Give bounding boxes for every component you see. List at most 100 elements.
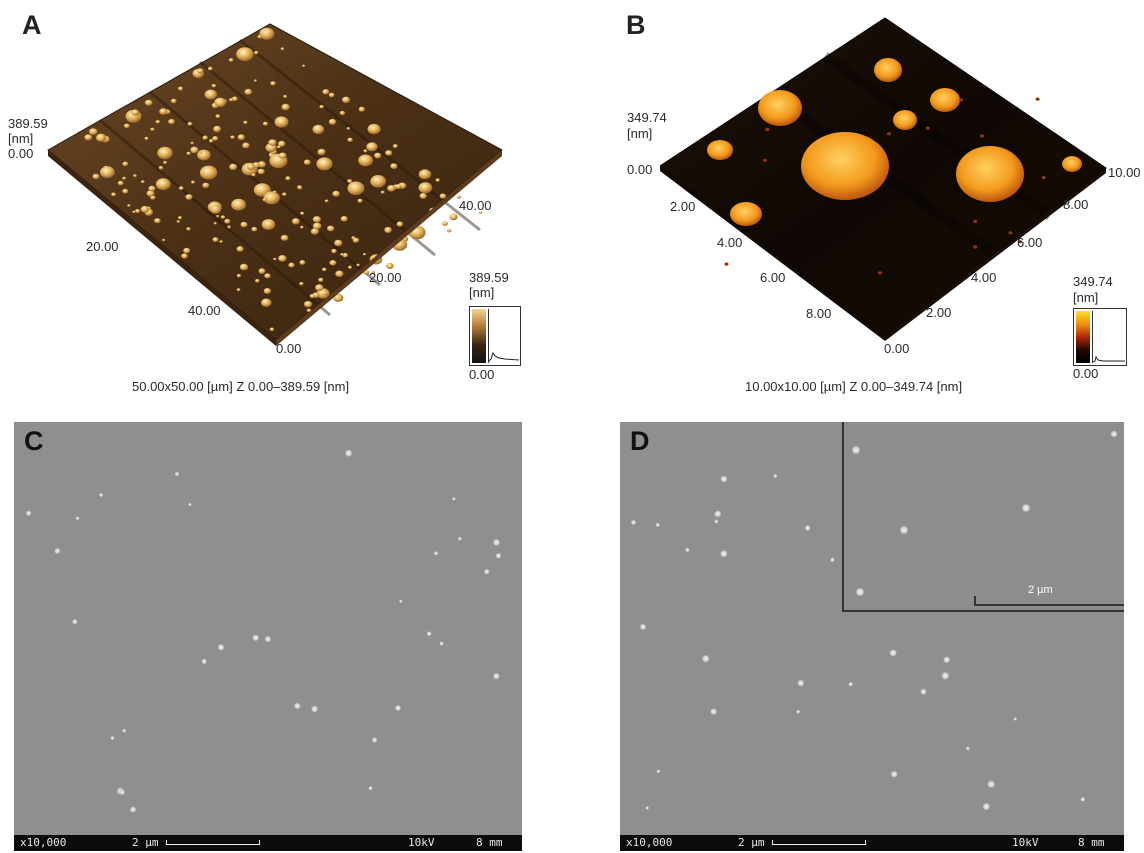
sem-d-inset-scalebar (974, 596, 1124, 606)
sem-c-particle (251, 633, 260, 642)
sem-c-particle (25, 510, 32, 517)
sem-d-particle (713, 509, 722, 518)
afm-a-particle (212, 136, 219, 141)
afm-a-particle (190, 146, 199, 154)
afm-b-particle (980, 134, 984, 138)
sem-c-particle (201, 658, 208, 665)
sem-c-particle (451, 496, 456, 501)
afm-a-y-tick: 0.00 (276, 341, 302, 356)
afm-b-colorbar-max: 349.74 (1073, 274, 1113, 289)
afm-b-y-tick: 0.00 (884, 341, 910, 356)
afm-a-particle (154, 218, 161, 224)
afm-a-particle (197, 68, 204, 74)
afm-a-particle (262, 198, 267, 202)
sem-d-particle (795, 709, 801, 714)
sem-d-inset: 2 µm (842, 422, 1124, 612)
afm-b-particle (1035, 97, 1040, 101)
afm-b-particle (877, 271, 882, 275)
afm-a-particle (197, 149, 211, 161)
afm-a-particle (390, 163, 398, 170)
afm-a-particle (155, 178, 171, 191)
sem-d-particle (709, 707, 718, 716)
afm-a-particle (315, 284, 324, 291)
afm-a-particle (317, 148, 326, 156)
sem-c-particle (110, 735, 115, 741)
sem-c-particle (495, 552, 502, 559)
afm-a-particle (155, 120, 160, 124)
afm-a-particle (100, 166, 115, 179)
afm-b-particle (801, 132, 889, 200)
afm-a-particle (342, 252, 349, 258)
afm-a-caption: 50.00x50.00 [µm] Z 0.00–389.59 [nm] (132, 379, 350, 394)
sem-d-particle (804, 524, 811, 532)
afm-a-particle (212, 237, 219, 243)
afm-a-particle (278, 140, 286, 147)
sem-c-scale-label: 2 µm (132, 836, 159, 849)
afm-a-particle (447, 228, 452, 233)
sem-d-magnification: x10,000 (626, 836, 673, 849)
afm-a-particle (215, 114, 221, 119)
afm-a-particle (242, 142, 250, 149)
sem-c-particle (53, 547, 61, 555)
afm-a-particle (418, 169, 432, 180)
afm-a-particle (261, 219, 276, 230)
afm-b-particle (956, 146, 1024, 202)
afm-b-particle (887, 132, 891, 136)
afm-a-particle (168, 119, 175, 125)
afm-a-particle (211, 84, 217, 88)
afm-a-particle (163, 161, 167, 164)
afm-a-particle (144, 136, 149, 140)
afm-a-particle (386, 262, 394, 269)
afm-a-particle (144, 99, 153, 106)
sem-d-inset-particle (851, 445, 861, 455)
afm-a-particle (435, 178, 440, 182)
afm-surface-a (47, 23, 503, 346)
sem-c-particle (121, 728, 127, 733)
afm-a-particle (224, 218, 231, 224)
afm-a-particle (273, 257, 277, 261)
afm-a-particle (292, 218, 300, 225)
afm-a-colorbar (469, 306, 521, 366)
afm-a-particle (322, 267, 327, 272)
afm-a-particle (251, 226, 258, 232)
afm-surface-b (660, 17, 1107, 341)
sem-c-scalebar (166, 840, 260, 845)
afm-a-particle (283, 95, 287, 98)
afm-a-particle (297, 185, 303, 190)
afm-a-particle (227, 225, 231, 229)
afm-a-particle (178, 86, 183, 91)
afm-a-particle (117, 180, 124, 186)
afm-a-particle (318, 277, 324, 282)
afm-a-particle (251, 173, 256, 177)
afm-a-particle (231, 198, 247, 211)
afm-b-x-tick: 4.00 (717, 235, 743, 250)
afm-a-particle (270, 81, 276, 86)
afm-a-particle (127, 204, 131, 207)
afm-a-particle (299, 282, 304, 286)
afm-a-particle (219, 240, 223, 243)
sem-c-particle (71, 618, 78, 625)
afm-a-particle (243, 120, 248, 124)
afm-a-particle (371, 270, 376, 274)
afm-a-particle (123, 123, 130, 129)
afm-a-particle (239, 263, 249, 271)
afm-a-colorbar-unit: [nm] (469, 285, 495, 300)
sem-d-inset-particle (855, 587, 865, 597)
afm-a-particle (236, 47, 254, 62)
afm-a-particle (303, 159, 311, 165)
afm-a-particle (329, 260, 337, 266)
afm-a-colorbar-max: 389.59 (469, 270, 509, 285)
afm-a-particle (456, 195, 461, 199)
sem-d-particle (940, 671, 950, 681)
afm-a-particle (84, 134, 93, 141)
sem-d-particle (888, 648, 898, 658)
afm-a-colorbar-min: 0.00 (469, 367, 495, 382)
afm-a-particle (358, 106, 365, 112)
afm-b-particle (758, 90, 802, 126)
sem-c-working-distance: 8 mm (476, 836, 503, 849)
afm-a-particle (340, 216, 348, 222)
afm-a-particle (282, 192, 287, 196)
sem-c-particle (426, 630, 432, 637)
afm-a-particle (202, 182, 210, 188)
afm-b-particle (724, 262, 729, 266)
